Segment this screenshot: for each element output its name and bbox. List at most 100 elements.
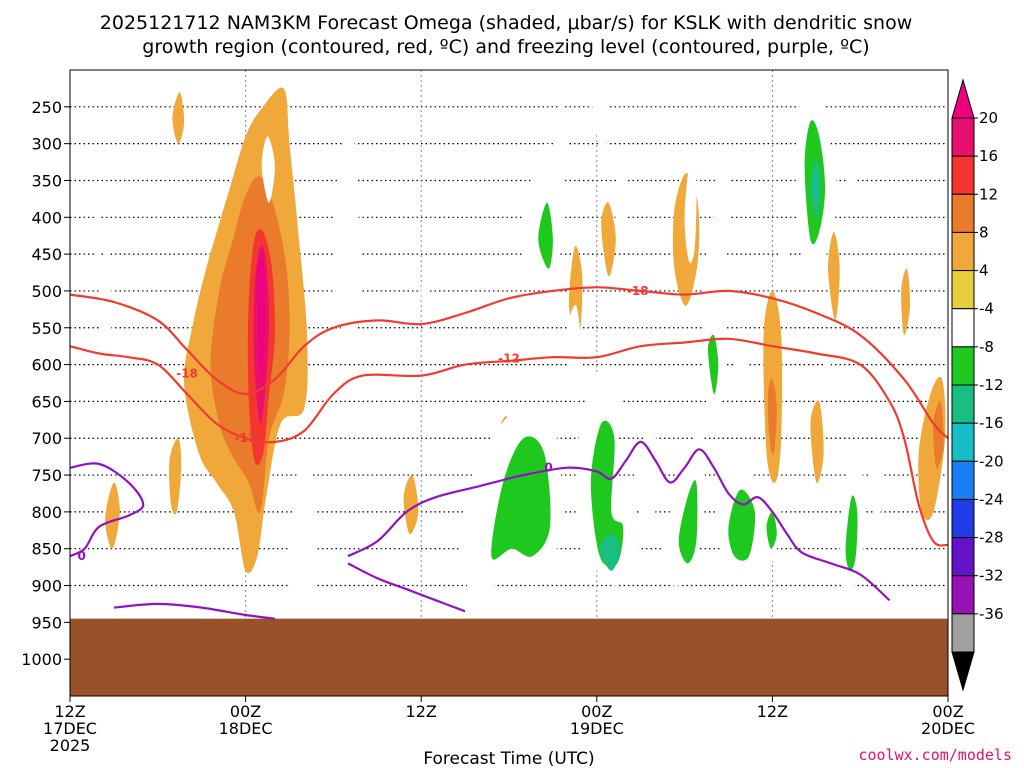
sinking-motion-region xyxy=(713,163,732,270)
colorbar-swatch xyxy=(951,308,975,348)
x-axis-label: Forecast Time (UTC) xyxy=(423,749,594,768)
y-tick-label: 950 xyxy=(31,613,62,632)
colorbar-swatch xyxy=(951,117,975,157)
sinking-motion-region xyxy=(261,136,275,203)
x-tick-label: 12Z xyxy=(406,702,437,721)
y-tick-label: 250 xyxy=(31,98,62,117)
sinking-motion-region xyxy=(678,480,698,564)
colorbar-label: 8 xyxy=(979,223,989,241)
rising-motion-region xyxy=(767,378,777,455)
contour-label: -18 xyxy=(176,366,198,380)
rising-motion-region xyxy=(810,400,824,484)
rising-motion-region xyxy=(257,254,265,380)
colorbar-swatch xyxy=(951,460,975,500)
y-tick-label: 600 xyxy=(31,356,62,375)
colorbar-label: -32 xyxy=(979,567,1004,585)
y-tick-label: 650 xyxy=(31,392,62,411)
colorbar-label: 4 xyxy=(979,262,989,280)
sinking-motion-region xyxy=(778,223,788,278)
sinking-motion-region xyxy=(728,489,756,561)
sinking-motion-region xyxy=(289,453,317,633)
colorbar-label: -16 xyxy=(979,414,1004,432)
sinking-motion-region xyxy=(614,172,628,248)
sinking-motion-region xyxy=(846,143,858,203)
sinking-motion-region xyxy=(734,327,749,402)
colorbar-label: -8 xyxy=(979,338,994,356)
freezing-level-contour xyxy=(347,440,891,602)
sinking-motion-region xyxy=(333,128,360,352)
colorbar: 20 16 12 8 4 -4 -8 -12 -16 -20 -24 -28 -32 -36 xyxy=(951,78,1004,692)
colorbar-label: -36 xyxy=(979,605,1004,623)
omega-shading xyxy=(93,70,946,633)
y-tick-label: 700 xyxy=(31,429,62,448)
plot-frame xyxy=(69,69,949,697)
sinking-motion-region xyxy=(634,430,662,523)
x-tick-label: 19DEC xyxy=(570,719,624,738)
credit-text: coolwx.com/models xyxy=(858,746,1012,764)
y-tick-label: 500 xyxy=(31,282,62,301)
rising-motion-region xyxy=(105,482,120,549)
sinking-motion-region xyxy=(555,99,568,174)
y-tick-label: 450 xyxy=(31,245,62,264)
sinking-motion-region xyxy=(590,420,624,567)
sinking-motion-region xyxy=(93,202,103,262)
y-tick-label: 300 xyxy=(31,135,62,154)
freezing-level-contour xyxy=(70,462,145,558)
rising-motion-region xyxy=(172,92,185,144)
colorbar-swatch xyxy=(951,346,975,386)
colorbar-swatch xyxy=(951,193,975,233)
sinking-motion-region xyxy=(421,275,431,336)
sinking-motion-region xyxy=(708,334,719,395)
sinking-motion-region xyxy=(845,495,858,571)
sinking-motion-region xyxy=(684,156,697,264)
chart-title-line1: 2025121712 NAM3KM Forecast Omega (shaded… xyxy=(100,12,912,34)
dendritic-isotherm-contour xyxy=(70,286,948,440)
sinking-motion-region xyxy=(766,511,777,549)
colorbar-bottom-arrow xyxy=(951,651,975,692)
y-tick-label: 550 xyxy=(31,319,62,338)
x-tick-label: 00Z xyxy=(230,702,261,721)
temperature-contours: -18 -18 -12 -12 0 0 xyxy=(70,284,948,620)
colorbar-top-arrow xyxy=(951,78,975,119)
freezing-level-contour xyxy=(113,602,276,620)
x-tick-label: 20DEC xyxy=(921,719,975,738)
contour-label: 0 xyxy=(544,461,552,475)
sinking-motion-region xyxy=(599,534,621,571)
sinking-motion-region xyxy=(567,304,583,403)
x-tick-label: 12Z xyxy=(54,702,85,721)
y-tick-label: 400 xyxy=(31,208,62,227)
colorbar-swatch xyxy=(951,384,975,424)
sinking-motion-region xyxy=(822,334,831,387)
sinking-motion-region xyxy=(869,445,884,520)
colorbar-label: -20 xyxy=(979,452,1004,470)
x-tick-label: 18DEC xyxy=(219,719,273,738)
contour-label: -12 xyxy=(235,431,257,445)
dendritic-isotherm-contour xyxy=(70,337,948,547)
y-tick-label: 900 xyxy=(31,577,62,596)
x-tick-label: 00Z xyxy=(581,702,612,721)
x-tick-label: 12Z xyxy=(757,702,788,721)
colorbar-label: 16 xyxy=(979,147,998,165)
y-tick-label: 850 xyxy=(31,540,62,559)
colorbar-swatch xyxy=(951,575,975,615)
colorbar-swatch xyxy=(951,498,975,539)
contour-label: 0 xyxy=(78,549,86,563)
ground-surface xyxy=(70,618,948,696)
colorbar-swatch xyxy=(951,613,975,653)
colorbar-swatch xyxy=(951,231,975,272)
colorbar-swatch xyxy=(951,422,975,462)
sinking-motion-region xyxy=(491,436,551,560)
y-tick-label: 750 xyxy=(31,466,62,485)
rising-motion-region xyxy=(933,400,944,469)
sinking-motion-region xyxy=(590,70,609,159)
colorbar-label: 12 xyxy=(979,185,998,203)
y-tick-label: 350 xyxy=(31,171,62,190)
y-tick-label: 800 xyxy=(31,503,62,522)
rising-motion-region xyxy=(169,438,182,515)
x-tick-label: 00Z xyxy=(932,702,963,721)
y-axis-ticks: 250 300 350 400 450 500 550 600 650 700 750 800 850 9… xyxy=(21,98,70,669)
rising-motion-region xyxy=(403,474,419,535)
contour-label: -12 xyxy=(498,352,520,366)
